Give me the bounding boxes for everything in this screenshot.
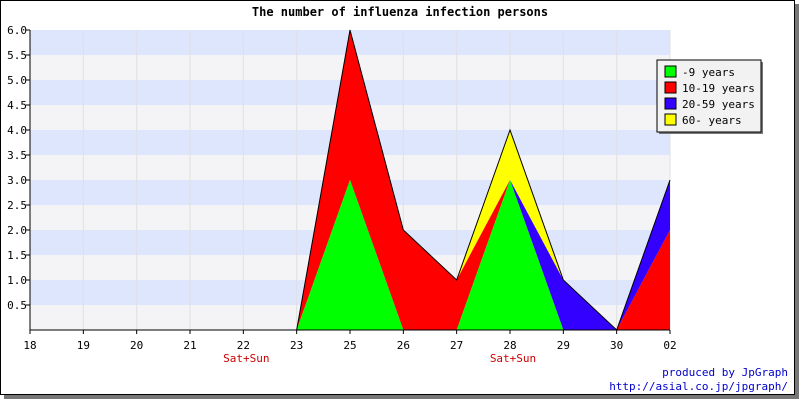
x-tick-label: 28: [503, 339, 516, 352]
legend-swatch: [664, 81, 677, 94]
x-tick-note: Sat+Sun: [490, 352, 536, 365]
x-tick-note: Sat+Sun: [223, 352, 269, 365]
x-tick-label: 23: [290, 339, 303, 352]
axes: 6.0 5.5 5.0 4.5 4.0 3.5 3.0 2.5 2.0 1.5 1.0 0.5 18 19…: [7, 24, 677, 365]
legend-label: -9 years: [682, 66, 735, 79]
legend-swatch: [664, 65, 677, 78]
x-tick-label: 02: [663, 339, 676, 352]
x-tick-label: 22: [237, 339, 250, 352]
x-tick-label: 29: [557, 339, 570, 352]
x-tick-label: 18: [23, 339, 36, 352]
y-tick-label: 4.0: [7, 124, 27, 137]
legend: -9 years 10-19 years 20-59 years 60- years: [656, 59, 763, 134]
legend-label: 20-59 years: [682, 98, 755, 111]
x-tick-label: 21: [183, 339, 196, 352]
y-tick-label: 0.5: [7, 299, 27, 312]
credit-line-1: produced by JpGraph: [662, 366, 788, 379]
x-tick-label: 30: [610, 339, 623, 352]
x-tick-label: 19: [77, 339, 90, 352]
area-series: [30, 180, 670, 330]
y-tick-label: 5.0: [7, 74, 27, 87]
y-tick-label: 1.5: [7, 249, 27, 262]
legend-swatch: [664, 97, 677, 110]
y-tick-label: 2.0: [7, 224, 27, 237]
y-tick-label: 4.5: [7, 99, 27, 112]
legend-label: 60- years: [682, 114, 742, 127]
y-tick-label: 5.5: [7, 49, 27, 62]
y-tick-label: 6.0: [7, 24, 27, 37]
y-tick-label: 3.5: [7, 149, 27, 162]
x-tick-label: 27: [450, 339, 463, 352]
legend-label: 10-19 years: [682, 82, 755, 95]
y-tick-label: 1.0: [7, 274, 27, 287]
x-tick-label: 26: [397, 339, 410, 352]
x-tick-label: 20: [130, 339, 143, 352]
credit-line-2[interactable]: http://asial.co.jp/jpgraph/: [609, 380, 788, 393]
x-tick-label: 25: [343, 339, 356, 352]
legend-swatch: [664, 113, 677, 126]
y-tick-label: 2.5: [7, 199, 27, 212]
y-tick-label: 3.0: [7, 174, 27, 187]
chart-title: The number of influenza infection person…: [252, 5, 548, 19]
